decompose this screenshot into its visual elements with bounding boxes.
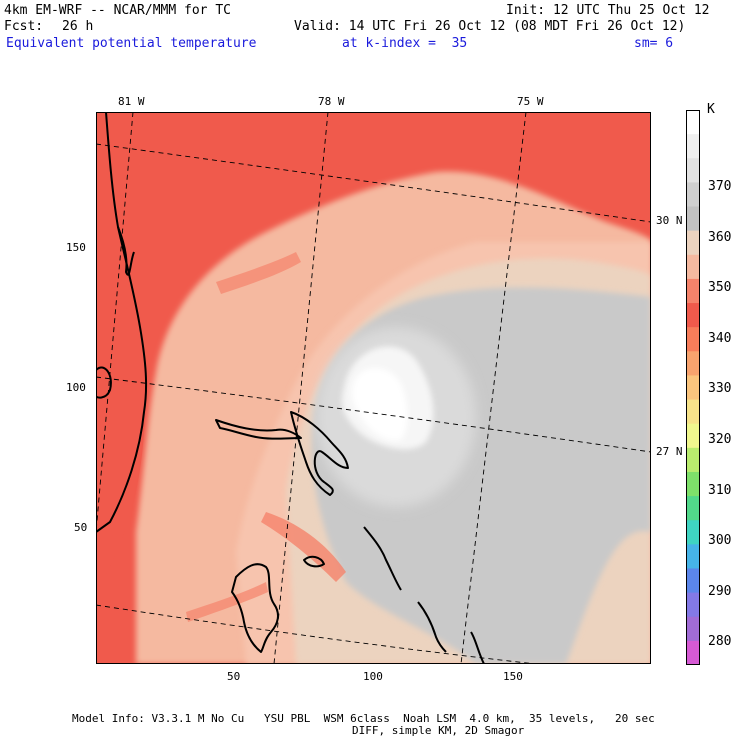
- init-time: Init: 12 UTC Thu 25 Oct 12: [506, 3, 710, 18]
- y-tick-150: 150: [66, 241, 86, 254]
- colorbar-step: [686, 423, 700, 449]
- field-375-core: [352, 367, 408, 441]
- colorbar-label: 290: [708, 583, 732, 599]
- field-streak: [216, 252, 301, 294]
- colorbar-step: [686, 158, 700, 183]
- lon-label-81w: 81 W: [118, 95, 145, 108]
- colorbar-label: 350: [708, 280, 732, 296]
- andros: [231, 563, 279, 653]
- y-tick-100: 100: [66, 381, 86, 394]
- meridian-75w: [460, 112, 527, 664]
- meridian-78w: [273, 112, 329, 664]
- colorbar-step: [686, 206, 700, 232]
- colorbar: [686, 110, 700, 665]
- colorbar-step: [686, 399, 700, 425]
- colorbar-step: [686, 471, 700, 497]
- colorbar-step: [686, 568, 700, 594]
- field-west-strip: [96, 112, 151, 592]
- field-name: Equivalent potential temperature: [6, 36, 257, 51]
- lat-label-30n: 30 N: [656, 214, 683, 227]
- colorbar-label: 340: [708, 330, 732, 346]
- colorbar-step: [686, 496, 700, 521]
- colorbar-step: [686, 134, 700, 159]
- coastlines: [96, 112, 485, 664]
- x-tick-50: 50: [227, 670, 241, 683]
- parallel-30n: [96, 143, 651, 223]
- colorbar-label: 300: [708, 533, 732, 549]
- cat-island: [470, 631, 485, 664]
- colorbar-step: [686, 520, 700, 545]
- grand-bahama: [215, 419, 302, 440]
- colorbar-step: [686, 592, 700, 618]
- colorbar-step: [686, 616, 700, 642]
- colorbar-step: [686, 544, 700, 569]
- theta-e-map: [96, 112, 651, 664]
- colorbar-label: 320: [708, 432, 732, 447]
- new-providence: [303, 555, 325, 568]
- colorbar-step: [686, 303, 700, 328]
- florida-inner: [117, 226, 135, 276]
- lake-okeechobee: [96, 366, 112, 399]
- forecast-hours: 26 h: [62, 19, 94, 34]
- x-tick-100: 100: [363, 670, 383, 683]
- colorbar-step: [686, 182, 700, 208]
- abaco: [290, 411, 349, 496]
- colorbar-step: [686, 254, 700, 280]
- smoothing-label: sm= 6: [634, 36, 674, 51]
- florida-coast: [96, 112, 148, 533]
- map-frame: [96, 112, 651, 664]
- forecast-label: Fcst:: [4, 19, 44, 34]
- level-label: at k-index = 35: [342, 36, 468, 51]
- field-streak: [186, 582, 268, 622]
- exuma-chain: [417, 601, 447, 653]
- colorbar-unit: K: [707, 102, 715, 117]
- colorbar-label: 280: [708, 634, 732, 650]
- colorbar-step: [686, 640, 700, 665]
- colorbar-step: [686, 447, 700, 473]
- y-tick-50: 50: [74, 521, 88, 534]
- model-info: Model Info: V3.3.1 M No Cu YSU PBL WSM 6…: [72, 712, 655, 725]
- colorbar-step: [686, 110, 700, 135]
- model-info-2: DIFF, simple KM, 2D Smagor: [352, 724, 525, 737]
- lon-label-75w: 75 W: [517, 95, 544, 108]
- colorbar-label: 360: [708, 229, 732, 245]
- colorbar-step: [686, 230, 700, 256]
- model-title: 4km EM-WRF -- NCAR/MMM for TC: [4, 3, 231, 18]
- eleuthera: [363, 526, 402, 591]
- lat-label-27n: 27 N: [656, 445, 683, 458]
- colorbar-step: [686, 375, 700, 401]
- x-tick-150: 150: [503, 670, 523, 683]
- colorbar-step: [686, 278, 700, 304]
- lon-label-78w: 78 W: [318, 95, 345, 108]
- colorbar-step: [686, 327, 700, 352]
- colorbar-label: 370: [708, 179, 732, 194]
- meridian-81w: [96, 112, 134, 533]
- parallel-27n: [96, 376, 651, 453]
- colorbar-label: 310: [708, 482, 732, 498]
- colorbar-step: [686, 351, 700, 376]
- valid-time: Valid: 14 UTC Fri 26 Oct 12 (08 MDT Fri …: [294, 19, 686, 34]
- colorbar-label: 330: [708, 381, 732, 397]
